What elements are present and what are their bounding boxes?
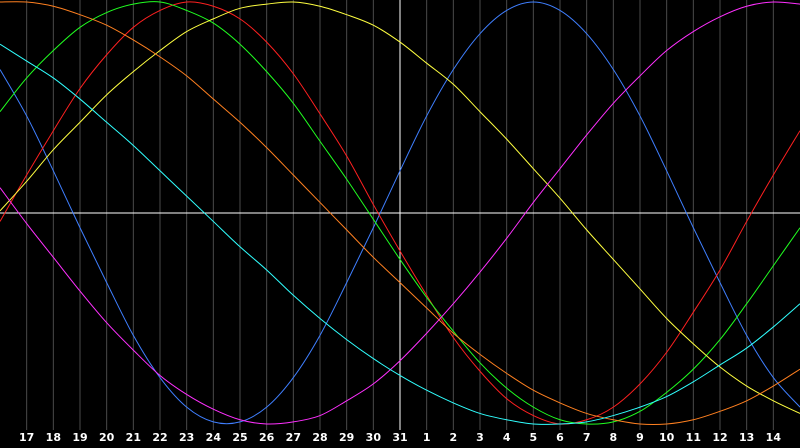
x-tick-label: 6: [556, 431, 564, 444]
x-tick-label: 11: [686, 431, 701, 444]
x-tick-label: 18: [46, 431, 61, 444]
x-tick-label: 28: [312, 431, 327, 444]
x-tick-label: 31: [392, 431, 407, 444]
x-tick-label: 23: [179, 431, 194, 444]
x-tick-label: 13: [739, 431, 754, 444]
x-tick-label: 12: [712, 431, 727, 444]
x-tick-label: 3: [476, 431, 484, 444]
series-line: [0, 1, 800, 425]
x-tick-label: 8: [610, 431, 618, 444]
x-tick-label: 14: [766, 431, 782, 444]
x-tick-label: 7: [583, 431, 591, 444]
x-tick-label: 26: [259, 431, 275, 444]
x-tick-label: 30: [366, 431, 382, 444]
x-tick-label: 27: [286, 431, 301, 444]
x-tick-label: 1: [423, 431, 431, 444]
x-tick-label: 25: [232, 431, 247, 444]
x-tick-label: 19: [72, 431, 87, 444]
x-tick-label: 24: [206, 431, 222, 444]
x-tick-label: 5: [530, 431, 538, 444]
x-tick-label: 17: [19, 431, 34, 444]
series-line: [0, 43, 800, 425]
x-tick-label: 29: [339, 431, 354, 444]
x-tick-label: 2: [450, 431, 458, 444]
labels: 17 18 19 20 21 22 23 24 25 26 27 28 29 30 31 1 2 3 4 5 6 7 8 9 1…: [19, 431, 781, 444]
x-tick-label: 21: [126, 431, 141, 444]
series-line: [0, 1, 800, 414]
x-tick-label: 10: [659, 431, 675, 444]
x-tick-label: 20: [99, 431, 115, 444]
series-line: [0, 1, 800, 425]
x-tick-label: 22: [152, 431, 167, 444]
x-tick-label: 9: [636, 431, 644, 444]
axes: [0, 0, 800, 430]
x-tick-label: 4: [503, 431, 511, 444]
curves: [0, 1, 800, 426]
series-line: [0, 1, 800, 425]
series-line: [0, 1, 800, 426]
series-line: [0, 1, 800, 425]
